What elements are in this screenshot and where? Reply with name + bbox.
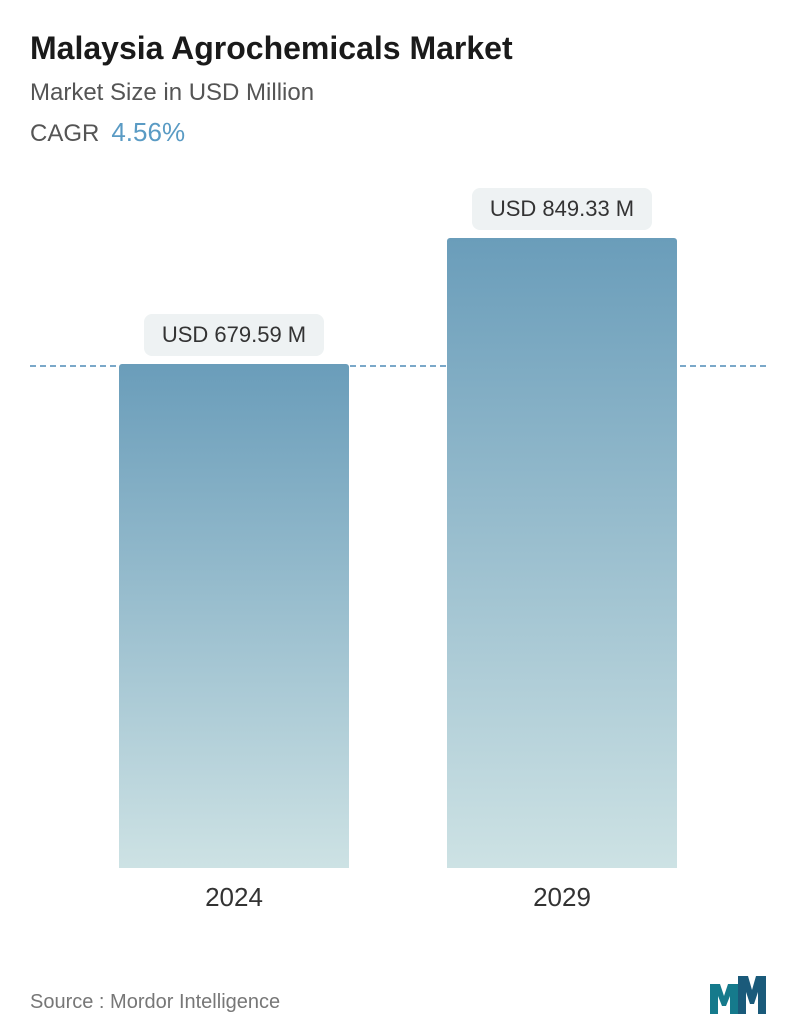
bar-value-label: USD 849.33 M <box>472 188 652 230</box>
bar-group-2029: USD 849.33 M2029 <box>447 188 677 868</box>
cagr-label: CAGR <box>30 120 99 148</box>
bar-value-label: USD 679.59 M <box>144 314 324 356</box>
bar-x-label: 2029 <box>533 882 591 913</box>
cagr-value: 4.56% <box>111 117 185 148</box>
footer: Source : Mordor Intelligence <box>30 976 766 1014</box>
bar <box>447 238 677 868</box>
cagr-row: CAGR 4.56% <box>30 117 766 148</box>
chart-title: Malaysia Agrochemicals Market <box>30 30 766 67</box>
bar-group-2024: USD 679.59 M2024 <box>119 314 349 868</box>
chart-subtitle: Market Size in USD Million <box>30 79 766 107</box>
bar-x-label: 2024 <box>205 882 263 913</box>
bar <box>119 364 349 868</box>
source-attribution: Source : Mordor Intelligence <box>30 991 280 1014</box>
logo-icon <box>710 976 766 1014</box>
chart-area: USD 679.59 M2024USD 849.33 M2029 <box>30 198 766 918</box>
bars-container: USD 679.59 M2024USD 849.33 M2029 <box>30 238 766 868</box>
